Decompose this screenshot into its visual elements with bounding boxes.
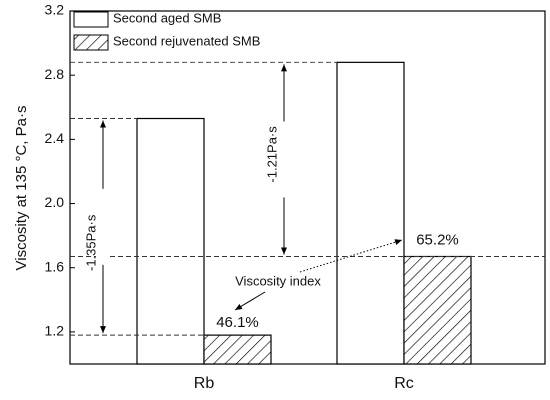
y-tick-label: 2.0 (45, 194, 65, 210)
bar (403, 255, 472, 365)
annotation: Viscosity index (235, 273, 321, 288)
annotation-arrow (299, 239, 403, 273)
legend-swatch (73, 11, 109, 28)
y-tick-label: 2.8 (45, 66, 65, 82)
annotation: -1.35Pa·s (83, 214, 98, 271)
bar (336, 61, 405, 365)
legend-label: Second aged SMB (113, 10, 221, 25)
label-bg (277, 121, 291, 198)
y-tick-label: 3.2 (45, 2, 65, 18)
y-axis-label: Viscosity at 135 °C, Pa·s (13, 106, 30, 271)
bar (203, 334, 272, 365)
y-tick-label: 1.2 (45, 323, 65, 339)
y-tick-label: 2.4 (45, 130, 65, 146)
plot-frame (69, 10, 546, 365)
x-tick-label: Rc (394, 375, 414, 392)
annotation: 46.1% (216, 314, 259, 331)
annotation: -1.21Pa·s (264, 126, 279, 183)
annotation-arrow (234, 291, 266, 311)
label-bg (96, 188, 110, 265)
legend-label: Second rejuvenated SMB (113, 33, 260, 48)
y-tick-label: 1.6 (45, 258, 65, 274)
legend-swatch (73, 34, 109, 51)
annotation: 65.2% (416, 231, 459, 248)
x-tick-label: Rb (194, 375, 215, 392)
bar (136, 117, 205, 365)
